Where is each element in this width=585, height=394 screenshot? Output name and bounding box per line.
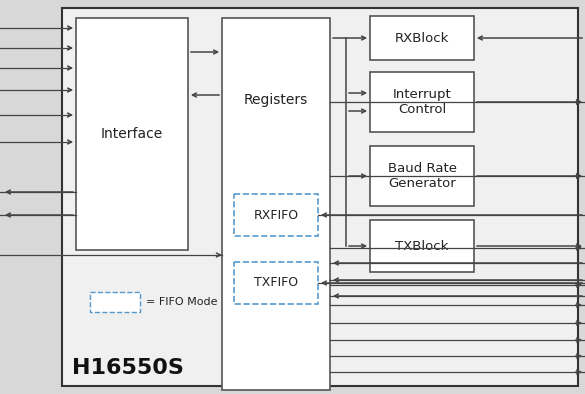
- Text: Interface: Interface: [101, 127, 163, 141]
- Text: Interrupt
Control: Interrupt Control: [393, 88, 452, 116]
- Bar: [222, 18, 330, 390]
- Bar: [76, 18, 188, 250]
- Text: Registers: Registers: [244, 93, 308, 107]
- Text: Baud Rate
Generator: Baud Rate Generator: [387, 162, 456, 190]
- Bar: [370, 16, 474, 60]
- Text: RXFIFO: RXFIFO: [253, 208, 298, 221]
- Bar: [370, 72, 474, 132]
- Text: = FIFO Mode: = FIFO Mode: [146, 297, 218, 307]
- Text: TXFIFO: TXFIFO: [254, 277, 298, 290]
- Text: H16550S: H16550S: [72, 358, 184, 378]
- Bar: [90, 292, 140, 312]
- Text: RXBlock: RXBlock: [395, 32, 449, 45]
- Bar: [370, 220, 474, 272]
- Text: TXBlock: TXBlock: [395, 240, 449, 253]
- Bar: [234, 262, 318, 304]
- Bar: [62, 8, 578, 386]
- Bar: [370, 146, 474, 206]
- Bar: [234, 194, 318, 236]
